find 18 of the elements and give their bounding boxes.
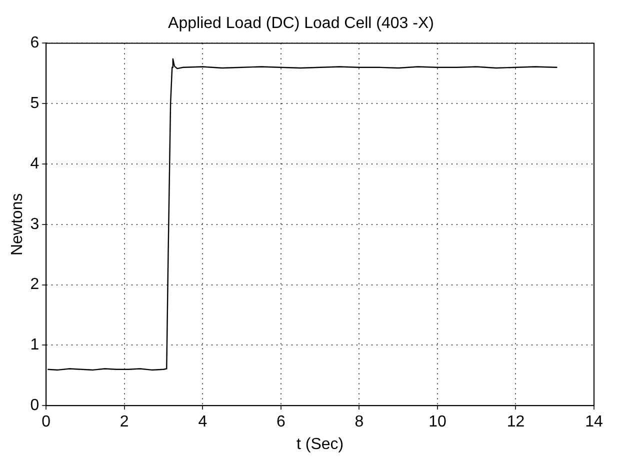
x-tick-label: 0 (42, 414, 51, 431)
x-tick-label: 14 (585, 414, 603, 431)
x-tick-label: 12 (506, 414, 525, 431)
y-tick-label: 2 (30, 276, 40, 294)
y-axis-title: Newtons (9, 193, 26, 256)
y-tick-label: 5 (30, 95, 40, 112)
y-tick-label: 4 (30, 155, 40, 172)
x-tick-label: 4 (198, 414, 208, 431)
y-tick-label: 0 (30, 397, 40, 414)
y-tick-label: 1 (30, 336, 40, 354)
y-tick-label: 3 (30, 216, 40, 233)
x-tick-label: 2 (120, 414, 129, 431)
x-axis-title: t (Sec) (296, 436, 344, 453)
x-tick-label: 8 (354, 414, 364, 431)
y-tick-label: 6 (30, 34, 40, 52)
x-tick-label: 6 (276, 414, 286, 431)
chart-title: Applied Load (DC) Load Cell (403 -X) (168, 15, 434, 32)
x-tick-label: 10 (428, 414, 446, 431)
